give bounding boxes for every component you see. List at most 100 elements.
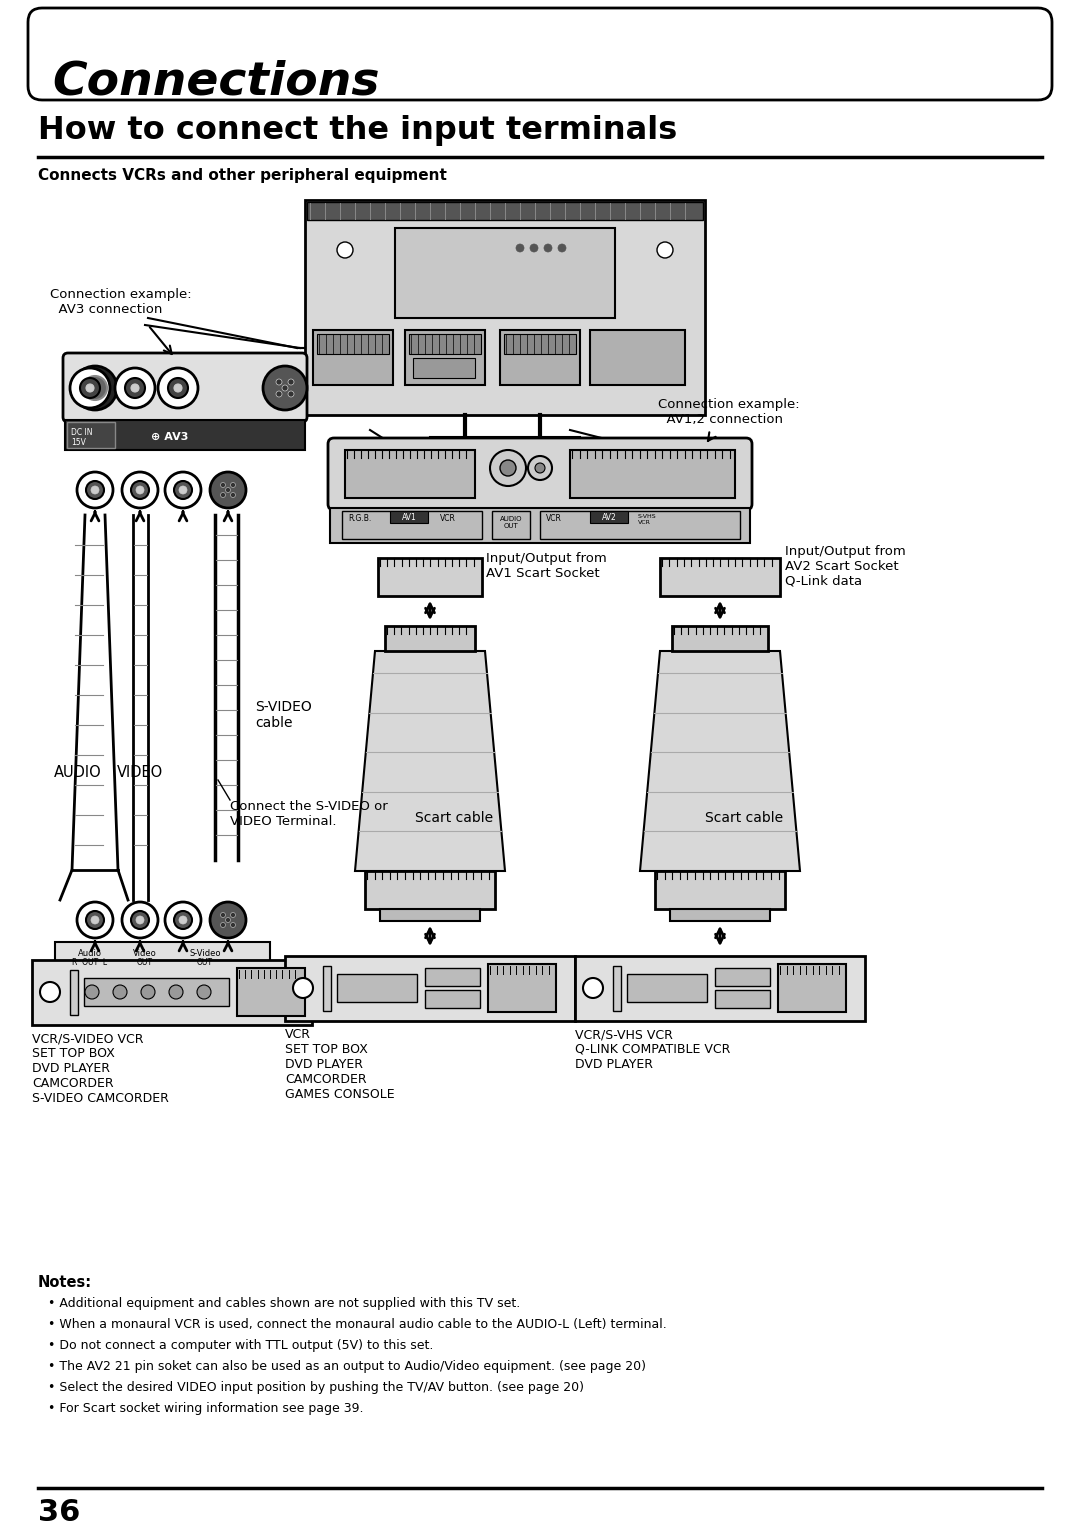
Text: Notes:: Notes:: [38, 1274, 92, 1290]
Circle shape: [530, 244, 538, 252]
Circle shape: [114, 368, 156, 408]
Bar: [405, 330, 485, 385]
Circle shape: [122, 472, 158, 507]
Circle shape: [174, 481, 192, 500]
Circle shape: [131, 911, 149, 929]
Text: R.G.B.: R.G.B.: [348, 513, 372, 523]
Circle shape: [86, 481, 104, 500]
Bar: [778, 964, 846, 1012]
Circle shape: [168, 986, 183, 999]
Text: AUDIO: AUDIO: [54, 766, 102, 779]
Bar: [540, 510, 740, 539]
Text: • Do not connect a computer with TTL output (5V) to this set.: • Do not connect a computer with TTL out…: [48, 1339, 433, 1352]
Text: S-Video: S-Video: [189, 949, 220, 958]
Bar: [409, 335, 481, 354]
Text: Audio: Audio: [78, 949, 102, 958]
Bar: [378, 558, 482, 596]
Circle shape: [174, 911, 192, 929]
Bar: [323, 966, 330, 1012]
Bar: [84, 978, 229, 1005]
Text: AUDIO
OUT: AUDIO OUT: [500, 516, 523, 529]
Circle shape: [122, 902, 158, 938]
Circle shape: [113, 986, 127, 999]
Circle shape: [80, 377, 100, 397]
Circle shape: [293, 978, 313, 998]
Circle shape: [125, 377, 145, 397]
Circle shape: [158, 368, 198, 408]
Text: Connect the S-VIDEO or
VIDEO Terminal.: Connect the S-VIDEO or VIDEO Terminal.: [230, 801, 388, 828]
Bar: [55, 941, 270, 970]
Bar: [330, 507, 750, 542]
Text: VCR
SET TOP BOX
DVD PLAYER
CAMCORDER
GAMES CONSOLE: VCR SET TOP BOX DVD PLAYER CAMCORDER GAM…: [285, 1028, 394, 1102]
Text: Scart cable: Scart cable: [705, 811, 783, 825]
Text: Connection example:
  AV1,2 connection: Connection example: AV1,2 connection: [658, 397, 799, 426]
Text: • Select the desired VIDEO input position by pushing the TV/AV button. (see page: • Select the desired VIDEO input positio…: [48, 1381, 584, 1394]
Circle shape: [83, 376, 107, 400]
Text: VCR: VCR: [440, 513, 456, 523]
Bar: [237, 969, 305, 1016]
Text: • The AV2 21 pin soket can also be used as an output to Audio/Video equipment. (: • The AV2 21 pin soket can also be used …: [48, 1360, 646, 1374]
Circle shape: [230, 492, 235, 498]
Text: 36: 36: [38, 1497, 80, 1526]
Circle shape: [288, 391, 294, 397]
Bar: [660, 558, 780, 596]
Circle shape: [288, 379, 294, 385]
Text: OUT: OUT: [137, 958, 153, 967]
Circle shape: [490, 451, 526, 486]
Bar: [670, 909, 770, 921]
Text: AV1: AV1: [402, 513, 417, 523]
Circle shape: [131, 481, 149, 500]
Text: Connection example:
  AV3 connection: Connection example: AV3 connection: [50, 287, 191, 316]
Text: VIDEO: VIDEO: [117, 766, 163, 779]
Circle shape: [657, 241, 673, 258]
Bar: [305, 200, 705, 416]
Circle shape: [337, 241, 353, 258]
Bar: [365, 871, 495, 909]
Text: S-VHS
VCR: S-VHS VCR: [638, 513, 657, 524]
Bar: [492, 510, 530, 539]
Bar: [67, 422, 114, 448]
Text: ⊕ AV3: ⊕ AV3: [151, 432, 189, 442]
Text: Input/Output from
AV1 Scart Socket: Input/Output from AV1 Scart Socket: [486, 552, 607, 581]
Bar: [313, 330, 393, 385]
Text: R  OUT  L: R OUT L: [72, 958, 108, 967]
Circle shape: [544, 244, 552, 252]
Bar: [504, 335, 576, 354]
Text: Connects VCRs and other peripheral equipment: Connects VCRs and other peripheral equip…: [38, 168, 447, 183]
Circle shape: [168, 377, 188, 397]
Circle shape: [230, 483, 235, 487]
Text: Video: Video: [133, 949, 157, 958]
Circle shape: [276, 391, 282, 397]
Bar: [426, 969, 480, 986]
Circle shape: [500, 460, 516, 477]
Bar: [307, 202, 703, 220]
Circle shape: [73, 367, 117, 410]
Circle shape: [535, 463, 545, 474]
Text: • Additional equipment and cables shown are not supplied with this TV set.: • Additional equipment and cables shown …: [48, 1297, 521, 1309]
Circle shape: [276, 379, 282, 385]
Bar: [590, 330, 685, 385]
Polygon shape: [355, 651, 505, 871]
Text: AV2: AV2: [602, 513, 617, 523]
Circle shape: [220, 483, 226, 487]
Bar: [384, 626, 475, 651]
Circle shape: [165, 472, 201, 507]
Text: VCR/S-VIDEO VCR
SET TOP BOX
DVD PLAYER
CAMCORDER
S-VIDEO CAMCORDER: VCR/S-VIDEO VCR SET TOP BOX DVD PLAYER C…: [32, 1031, 168, 1105]
FancyBboxPatch shape: [28, 8, 1052, 99]
Bar: [65, 420, 305, 451]
Circle shape: [91, 486, 99, 494]
Bar: [654, 871, 785, 909]
Circle shape: [230, 923, 235, 927]
Circle shape: [86, 384, 94, 393]
Circle shape: [220, 912, 226, 917]
Bar: [390, 510, 428, 523]
Circle shape: [220, 923, 226, 927]
Bar: [426, 990, 480, 1008]
FancyBboxPatch shape: [328, 439, 752, 510]
Bar: [590, 510, 627, 523]
Bar: [413, 358, 475, 377]
Circle shape: [91, 915, 99, 924]
Text: OUT: OUT: [197, 958, 213, 967]
Text: VCR/S-VHS VCR
Q-LINK COMPATIBLE VCR
DVD PLAYER: VCR/S-VHS VCR Q-LINK COMPATIBLE VCR DVD …: [575, 1028, 730, 1071]
Circle shape: [226, 917, 230, 923]
